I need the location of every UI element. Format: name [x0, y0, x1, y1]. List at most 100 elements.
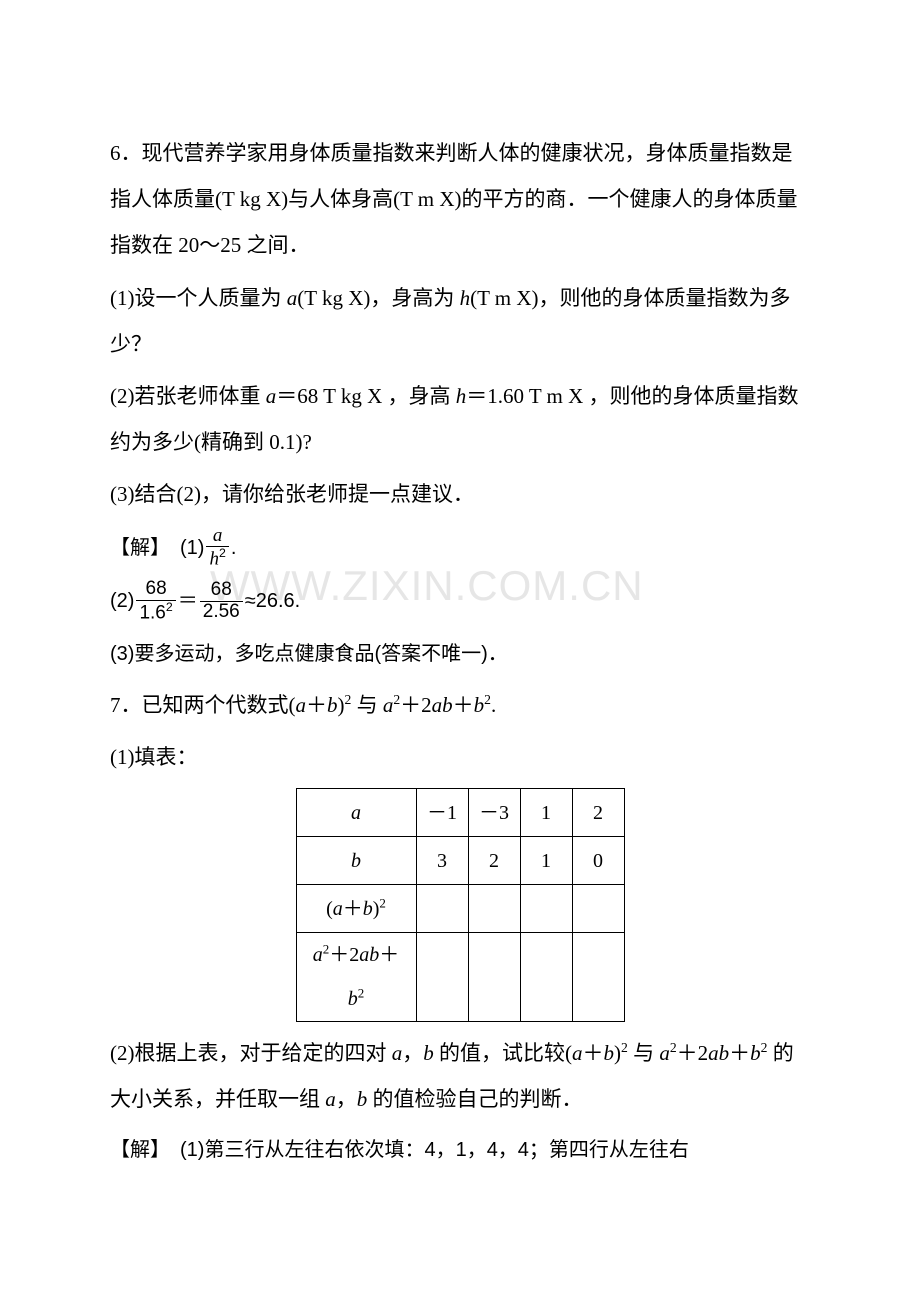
cell: 1: [520, 837, 572, 885]
q7-p1: 7．已知两个代数式(a＋b)2 与 a2＋2ab＋b2.: [110, 682, 810, 728]
var-a: a: [708, 1041, 719, 1065]
q7-p2: (1)填表：: [110, 734, 810, 780]
approx: ≈26.6.: [245, 589, 300, 611]
sup2: 2: [379, 895, 386, 910]
q7-p1-g: .: [491, 693, 496, 717]
q6-sol1: 【解】 (1)ah2.: [110, 526, 810, 571]
var-a: a: [287, 286, 298, 310]
frac-68-16: 681.62: [136, 579, 175, 624]
sup2: 2: [358, 985, 365, 1000]
table-row: a2＋2ab＋b2: [296, 933, 624, 1022]
q7-p3-d: ＋: [583, 1041, 604, 1065]
var-a: a: [383, 693, 394, 717]
var-a: a: [432, 693, 443, 717]
q7-table: a －1 －3 1 2 b 3 2 1 0 (a＋b)2 a2＋2ab＋b2: [296, 788, 625, 1022]
frac-68-256: 682.56: [200, 580, 243, 623]
q7-p1-f: ＋: [453, 693, 474, 717]
sup2: 2: [484, 692, 491, 707]
table-row: a －1 －3 1 2: [296, 789, 624, 837]
sup2: 2: [670, 1040, 677, 1055]
f1-den-2: 2: [166, 600, 173, 614]
q6-sol3: (3)要多运动，多吃点健康食品(答案不唯一)．: [110, 632, 810, 676]
cell: －1: [416, 789, 468, 837]
var-a: a: [359, 944, 369, 966]
cell-expr2: a2＋2ab＋b2: [296, 933, 416, 1022]
var-a: a: [325, 1087, 336, 1111]
plus1: ＋2: [329, 944, 359, 966]
cell: 0: [572, 837, 624, 885]
cell-empty: [468, 885, 520, 933]
sol2-prefix: (2): [110, 589, 134, 611]
page-content: 6．现代营养学家用身体质量指数来判断人体的健康状况，身体质量指数是指人体质量(T…: [110, 130, 810, 1172]
var-b: b: [363, 898, 373, 920]
sol-label: 【解】: [110, 1139, 160, 1161]
var-b: b: [719, 1041, 730, 1065]
var-b: b: [423, 1041, 434, 1065]
sol-label: 【解】: [110, 536, 160, 558]
cell: 1: [520, 789, 572, 837]
q6-p3-a: (2)若张老师体重: [110, 384, 266, 408]
cell-empty: [572, 885, 624, 933]
var-b: b: [604, 1041, 615, 1065]
sup2: 2: [621, 1040, 628, 1055]
cell: 2: [572, 789, 624, 837]
table-row: b 3 2 1 0: [296, 837, 624, 885]
var-b: b: [369, 944, 379, 966]
q7-p1-b: ＋: [306, 693, 327, 717]
var-b: b: [327, 693, 338, 717]
q6-p3-b: ＝68 T kg X ，身高: [276, 384, 455, 408]
var-b: b: [442, 693, 453, 717]
f1-num: 68: [136, 579, 175, 601]
frac-a-h2: ah2: [206, 526, 228, 571]
q6-p2-a: (1)设一个人质量为: [110, 286, 287, 310]
var-a: a: [313, 944, 323, 966]
plus: ＋: [343, 898, 363, 920]
q6-p4: (3)结合(2)，请你给张老师提一点建议．: [110, 471, 810, 517]
q7-p1-e: ＋2: [400, 693, 432, 717]
cell-empty: [520, 933, 572, 1022]
q6-p2: (1)设一个人质量为 a(T kg X)，身高为 h(T m X)，则他的身体质…: [110, 275, 810, 367]
table-row: (a＋b)2: [296, 885, 624, 933]
var-h: h: [456, 384, 467, 408]
q6-p1: 6．现代营养学家用身体质量指数来判断人体的健康状况，身体质量指数是指人体质量(T…: [110, 130, 810, 269]
var-a: a: [333, 898, 343, 920]
cell-empty: [416, 885, 468, 933]
f2-num: 68: [200, 580, 243, 602]
cell: 2: [468, 837, 520, 885]
var-h: h: [460, 286, 471, 310]
q7-p3-a: (2)根据上表，对于给定的四对: [110, 1041, 392, 1065]
var-a: a: [392, 1041, 403, 1065]
q6-p2-b: (T kg X)，身高为: [297, 286, 459, 310]
frac-num: a: [213, 525, 223, 546]
var-b: b: [348, 988, 358, 1010]
q7-sol-text: (1)第三行从左往右依次填：4，1，4，4；第四行从左往右: [180, 1139, 689, 1161]
f1-den: 1.6: [139, 602, 165, 623]
q7-p3: (2)根据上表，对于给定的四对 a，b 的值，试比较(a＋b)2 与 a2＋2a…: [110, 1030, 810, 1122]
var-b: b: [474, 693, 485, 717]
f2-den: 2.56: [200, 602, 243, 623]
cell-empty: [572, 933, 624, 1022]
q7-p3-h: ＋: [729, 1041, 750, 1065]
q7-p3-e: ): [614, 1041, 621, 1065]
q7-p1-c: ): [338, 693, 345, 717]
cell-empty: [416, 933, 468, 1022]
q7-p3-b: ，: [402, 1041, 423, 1065]
cell: a: [351, 802, 361, 824]
cell-empty: [520, 885, 572, 933]
cell-expr1: (a＋b)2: [296, 885, 416, 933]
q7-p1-d: 与: [351, 693, 383, 717]
cell: b: [351, 850, 361, 872]
q7-p1-a: 7．已知两个代数式(: [110, 693, 296, 717]
sol1-prefix: (1): [180, 536, 204, 558]
q7-sol: 【解】 (1)第三行从左往右依次填：4，1，4，4；第四行从左往右: [110, 1128, 810, 1172]
q6-sol2: (2)681.62＝682.56≈26.6.: [110, 579, 810, 624]
frac-den-h: h: [209, 549, 219, 570]
var-a: a: [572, 1041, 583, 1065]
q6-p3: (2)若张老师体重 a＝68 T kg X ，身高 h＝1.60 T m X ，…: [110, 373, 810, 465]
var-a: a: [296, 693, 307, 717]
var-a: a: [266, 384, 277, 408]
var-b: b: [750, 1041, 761, 1065]
q7-p3-k: 的值检验自己的判断．: [367, 1087, 582, 1111]
q7-p3-c: 的值，试比较(: [434, 1041, 572, 1065]
cell: －3: [468, 789, 520, 837]
